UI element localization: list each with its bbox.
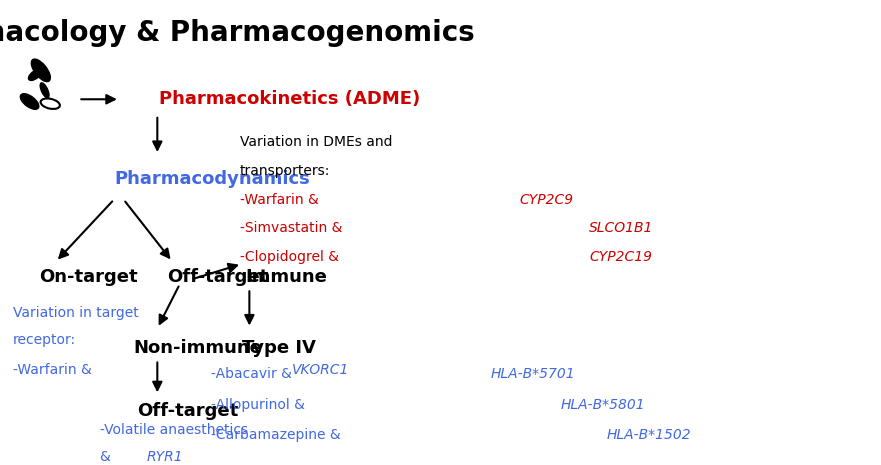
Text: Immune: Immune: [246, 268, 328, 286]
Text: Off-target: Off-target: [167, 268, 268, 286]
Text: receptor:: receptor:: [12, 333, 76, 347]
Text: -Allopurinol &: -Allopurinol &: [211, 398, 309, 412]
Text: &: &: [100, 451, 115, 465]
Text: -Carbamazepine &: -Carbamazepine &: [211, 428, 345, 442]
Text: SLCO1B1: SLCO1B1: [589, 221, 654, 235]
Text: HLA-B*1502: HLA-B*1502: [607, 428, 692, 442]
Text: VKORC1: VKORC1: [292, 363, 350, 377]
Text: -Warfarin &: -Warfarin &: [12, 363, 96, 377]
Ellipse shape: [20, 94, 39, 109]
Text: CYP2C19: CYP2C19: [589, 250, 653, 264]
Text: CYP2C9: CYP2C9: [520, 193, 574, 206]
Ellipse shape: [41, 83, 49, 98]
Text: Pharmacokinetics (ADME): Pharmacokinetics (ADME): [159, 90, 420, 108]
Ellipse shape: [28, 69, 42, 80]
Text: HLA-B*5801: HLA-B*5801: [560, 398, 645, 412]
Text: Variation in target: Variation in target: [12, 306, 138, 320]
Ellipse shape: [41, 99, 60, 109]
Ellipse shape: [32, 59, 50, 82]
Text: RYR1: RYR1: [146, 451, 183, 465]
Text: -Abacavir &: -Abacavir &: [211, 367, 296, 381]
Text: On-target: On-target: [39, 268, 137, 286]
Text: -Simvastatin &: -Simvastatin &: [240, 221, 347, 235]
Text: -Warfarin &: -Warfarin &: [240, 193, 323, 206]
Text: Type IV: Type IV: [242, 339, 315, 358]
Text: Off-target: Off-target: [137, 402, 238, 420]
Text: transporters:: transporters:: [240, 164, 330, 178]
Text: -Clopidogrel &: -Clopidogrel &: [240, 250, 344, 264]
Text: HLA-B*5701: HLA-B*5701: [491, 367, 575, 381]
Text: Pharmacodynamics: Pharmacodynamics: [115, 170, 310, 188]
Text: Pharmacology & Pharmacogenomics: Pharmacology & Pharmacogenomics: [0, 19, 475, 47]
Text: -Volatile anaesthetics: -Volatile anaesthetics: [100, 423, 248, 437]
Text: Non-immune: Non-immune: [133, 339, 262, 358]
Text: Variation in DMEs and: Variation in DMEs and: [240, 135, 392, 149]
